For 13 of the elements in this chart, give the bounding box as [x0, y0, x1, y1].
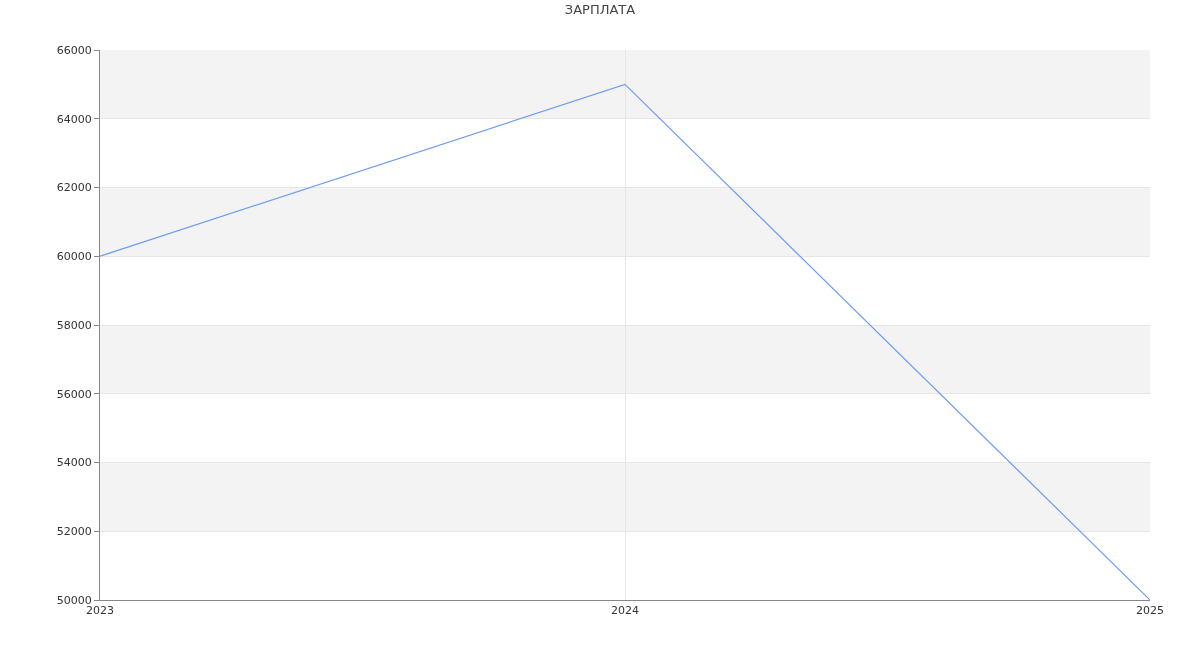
chart-title: ЗАРПЛАТА — [564, 2, 636, 18]
y-tick-label: 64000 — [56, 112, 92, 126]
y-tick-label: 56000 — [56, 387, 92, 401]
y-tick-label: 54000 — [56, 456, 92, 470]
y-tick-label: 58000 — [56, 318, 92, 332]
y-tick-label: 50000 — [56, 593, 92, 607]
x-tick-label: 2025 — [1136, 604, 1164, 618]
y-tick-label: 62000 — [56, 181, 92, 195]
y-tick-label: 52000 — [56, 525, 92, 539]
x-tick-label: 2024 — [611, 604, 639, 618]
y-tick-label: 66000 — [56, 43, 92, 57]
y-tick-label: 60000 — [56, 250, 92, 264]
x-tick-label: 2023 — [86, 604, 114, 618]
